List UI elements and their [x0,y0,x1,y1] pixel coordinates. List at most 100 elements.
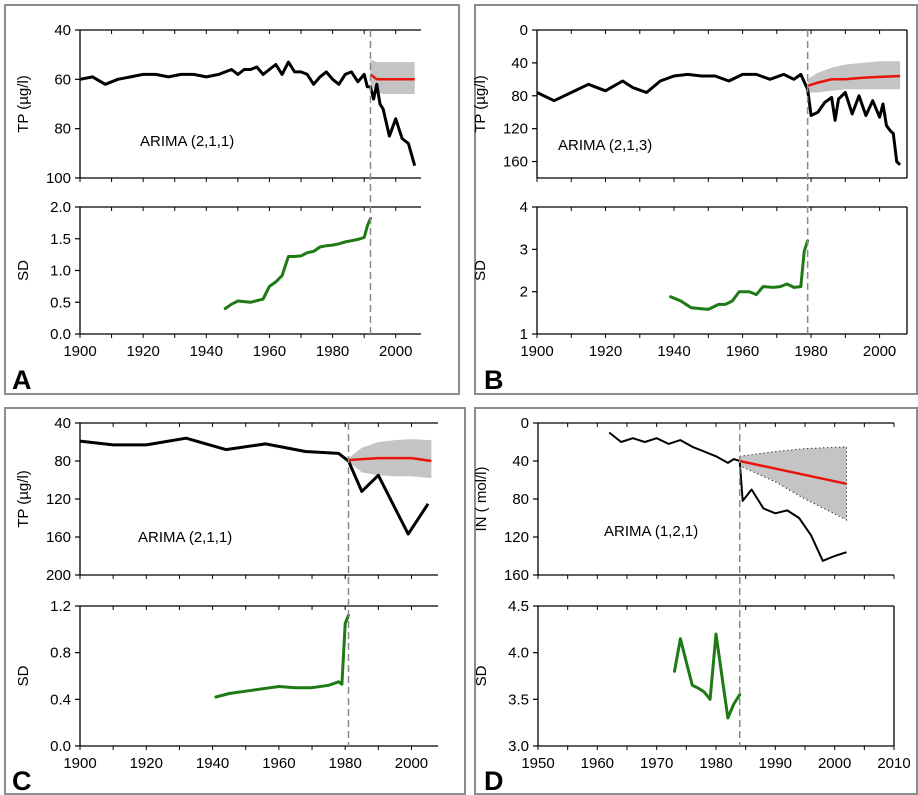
x-tick-label: 1990 [759,755,792,772]
x-tick-label: 1980 [316,343,349,360]
top-y-axis-label: TP (µg/l) [15,75,32,133]
x-tick-label: 1900 [63,343,96,360]
y-tick-label: 0.0 [50,326,71,343]
x-tick-label: 1900 [63,755,96,772]
x-tick-label: 1940 [190,343,223,360]
bottom-y-axis-label: SD [473,665,490,686]
y-tick-label: 0 [520,22,528,39]
x-tick-label: 2000 [818,755,851,772]
panel-c: 40 80 120 160 200 TP (µg/l) ARIMA (2,1,1) 0.0 0.… [4,407,466,795]
x-tick-label: 1920 [130,755,163,772]
panel-b: 0 40 80 120 160 TP (µg/l) ARIMA (2,1,3) 1 2 3 4 190… [472,4,918,395]
y-tick-label: 60 [54,71,71,88]
top-y-axis-label: TP (µg/l) [15,470,32,528]
y-tick-label: 40 [512,453,529,470]
y-tick-label: 120 [503,121,528,138]
x-tick-label: 1980 [328,755,361,772]
y-tick-label: 80 [54,121,71,138]
panel-label: A [12,365,32,395]
sd-series [673,632,742,720]
y-tick-label: 4 [520,199,528,216]
panel-label: C [12,766,32,795]
y-tick-label: 120 [504,529,529,546]
x-tick-label: 1920 [126,343,159,360]
x-tick-label: 1970 [640,755,673,772]
x-tick-label: 1920 [589,343,622,360]
panel-frame [474,407,918,795]
x-tick-label: 1960 [581,755,614,772]
forecast-series [739,459,847,486]
y-tick-label: 40 [54,22,71,39]
y-tick-label: 3.5 [508,691,529,708]
x-tick-label: 1980 [794,343,827,360]
y-tick-label: 120 [46,491,71,508]
y-tick-label: 160 [46,529,71,546]
y-tick-label: 160 [503,154,528,171]
panel-frame [474,4,918,395]
bottom-y-axis-label: SD [15,665,32,686]
y-tick-label: 80 [512,491,529,508]
y-tick-label: 80 [54,453,71,470]
y-tick-label: 80 [511,88,528,105]
observed-series [608,431,847,562]
x-tick-label: 2010 [877,755,910,772]
y-tick-label: 200 [46,567,71,584]
sd-series [669,239,810,311]
x-tick-label: 1960 [726,343,759,360]
x-tick-label: 1950 [521,755,554,772]
top-y-axis-label: IN ( mol/l) [473,467,490,532]
panel-a: 40 60 80 100 TP (µg/l) ARIMA (2,1,1) 0.0 0.5 1.0… [4,4,460,395]
y-tick-label: 0.4 [50,691,71,708]
x-tick-label: 1980 [699,755,732,772]
panel-label: B [484,365,504,395]
y-tick-label: 4.5 [508,598,529,615]
forecast-series [348,456,432,463]
top-y-axis-label: TP (µg/l) [472,75,489,133]
panel-frame [4,4,460,395]
y-tick-label: 1 [520,326,528,343]
bottom-y-axis-label: SD [472,260,489,281]
confidence-band [370,59,415,95]
y-tick-label: 1.0 [50,263,71,280]
y-tick-label: 1.2 [50,598,71,615]
confidence-band [807,61,901,93]
observed-series [79,60,417,167]
x-tick-label: 1940 [196,755,229,772]
y-tick-label: 4.0 [508,645,529,662]
y-tick-label: 3 [520,241,528,258]
y-tick-label: 2 [520,284,528,301]
y-tick-label: 100 [46,170,71,187]
forecast-series [807,74,901,88]
sd-series [223,216,372,311]
y-tick-label: 40 [511,55,528,72]
panel-label: D [484,766,504,795]
y-tick-label: 160 [504,567,529,584]
x-tick-label: 1940 [657,343,690,360]
y-tick-label: 2.0 [50,199,71,216]
x-tick-label: 2000 [379,343,412,360]
model-label: ARIMA (2,1,1) [138,529,232,546]
confidence-band [739,446,847,521]
forecast-series [369,73,415,81]
x-tick-label: 1960 [262,755,295,772]
x-tick-label: 1900 [520,343,553,360]
y-tick-label: 40 [54,415,71,432]
panel-d: 0 40 80 120 160 IN ( mol/l) ARIMA (1,2,1) 3.0 3.… [473,407,918,795]
y-tick-label: 0 [521,415,529,432]
sd-series [214,613,350,699]
y-tick-label: 0.0 [50,738,71,755]
model-label: ARIMA (1,2,1) [604,523,698,540]
y-tick-label: 0.5 [50,294,71,311]
y-tick-label: 0.8 [50,645,71,662]
observed-series [536,72,902,166]
model-label: ARIMA (2,1,3) [558,137,652,154]
model-label: ARIMA (2,1,1) [140,133,234,150]
panel-frame [4,407,466,795]
y-tick-label: 1.5 [50,231,71,248]
bottom-y-axis-label: SD [15,260,32,281]
x-tick-label: 1960 [253,343,286,360]
x-tick-label: 2000 [863,343,896,360]
y-tick-label: 3.0 [508,738,529,755]
x-tick-label: 2000 [395,755,428,772]
